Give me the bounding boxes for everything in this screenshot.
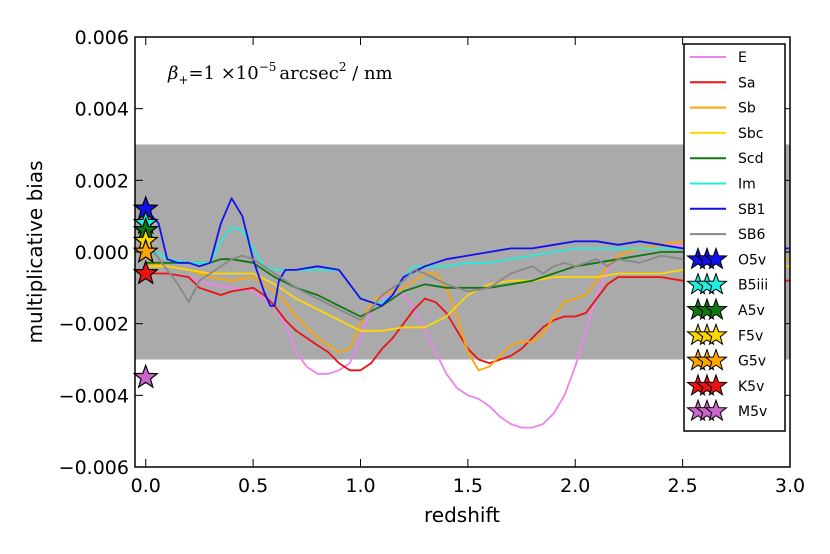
star-marker-k5v	[132, 259, 159, 285]
x-tick-label: 3.0	[775, 475, 805, 497]
y-tick-label: −0.006	[59, 457, 129, 479]
series-line-sb1	[144, 197, 790, 307]
x-tick-label: 1.0	[345, 475, 375, 497]
annotation-beta-sub: +	[178, 73, 188, 87]
legend-label-e: E	[738, 50, 747, 66]
legend-star-b5iii	[704, 272, 728, 295]
legend-label-sb6: SB6	[738, 227, 765, 243]
legend-frame	[683, 43, 786, 432]
x-tick-label: 1.5	[453, 475, 483, 497]
legend-label-sa: Sa	[738, 75, 755, 91]
legend-label-im: Im	[738, 177, 756, 193]
legend-label-sbc: Sbc	[738, 126, 763, 142]
y-axis-ticks: −0.006 −0.004 −0.002 0.000 0.002 0.004 0.006	[59, 27, 790, 479]
x-tick-label: 0.0	[131, 475, 161, 497]
series-line-sbc	[145, 265, 790, 332]
y-tick-label: 0.004	[75, 99, 129, 121]
y-tick-label: −0.004	[59, 385, 129, 407]
x-tick-label: 0.5	[238, 475, 268, 497]
star-marker-g5v	[132, 238, 159, 264]
legend-star-a5v	[704, 297, 728, 321]
legend-label-a5v: A5v	[738, 303, 765, 319]
x-tick-label: 2.0	[560, 475, 590, 497]
legend-label-o5v: O5v	[738, 252, 766, 268]
legend-label-k5v: K5v	[738, 379, 764, 395]
annotation-exp: −5	[259, 60, 277, 74]
annotation-eq: =1 ×10	[188, 63, 258, 84]
legend-label-sb1: SB1	[738, 202, 765, 218]
legend-star-o5v	[704, 246, 728, 270]
x-tick-label: 2.5	[668, 475, 698, 497]
y-tick-label: −0.002	[59, 314, 129, 336]
annotation-formula: β+=1 ×10−5 arcsec2 / nm	[167, 60, 393, 87]
legend-label-sb: Sb	[738, 101, 756, 117]
legend: E Sa Sb Sbc Scd Im SB1 SB6 O5v B5iii A5v F5v G5v K5v M…	[683, 43, 786, 432]
legend-star-m5v	[704, 398, 728, 422]
legend-label-f5v: F5v	[738, 328, 763, 344]
y-axis-label: multiplicative bias	[23, 161, 47, 344]
y-tick-label: 0.002	[75, 170, 129, 192]
star-marker-m5v	[132, 363, 159, 389]
annotation-unit: arcsec	[279, 63, 338, 84]
legend-star-g5v	[704, 348, 728, 371]
legend-label-m5v: M5v	[738, 404, 767, 420]
y-tick-label: 0.006	[75, 27, 129, 49]
legend-label-g5v: G5v	[738, 354, 766, 370]
legend-label-scd: Scd	[738, 151, 763, 167]
x-axis-ticks: 0.0 0.5 1.0 1.5 2.0 2.5 3.0	[131, 37, 805, 497]
x-axis-label: redshift	[424, 503, 500, 527]
legend-star-f5v	[704, 322, 728, 346]
legend-label-b5iii: B5iii	[738, 278, 768, 294]
y-tick-label: 0.000	[75, 242, 129, 264]
annotation-beta: β	[167, 63, 178, 84]
annotation-tail: / nm	[346, 63, 392, 84]
annotation-unit-exp: 2	[339, 60, 347, 74]
series-line-sb6	[144, 240, 790, 321]
series-lines	[144, 197, 790, 429]
legend-star-k5v	[704, 373, 728, 396]
star-markers	[132, 195, 159, 389]
